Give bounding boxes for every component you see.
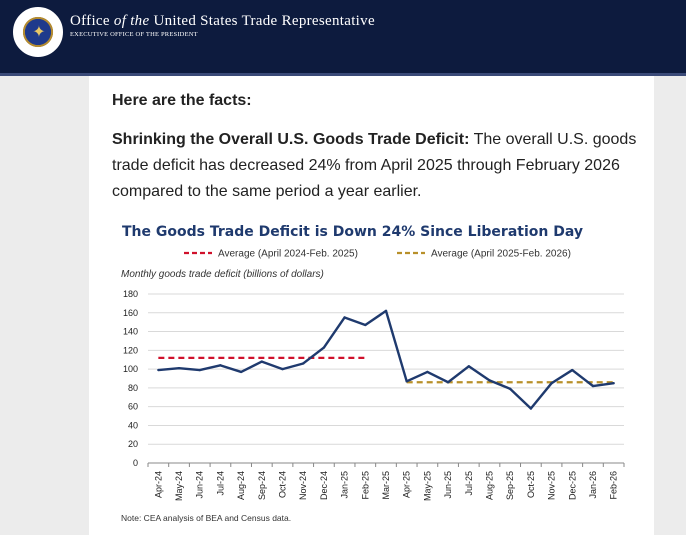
x-axis-ticks: Apr-24 May-24 Jun-24 Jul-24 Aug-24 Sep-24 Oct-… (147, 463, 625, 501)
x-tick-label: Dec-24 (319, 471, 329, 500)
chart-grid (148, 293, 624, 464)
data-point (571, 368, 574, 372)
data-point (426, 370, 429, 374)
office-title[interactable]: Office of the United States Trade Repres… (70, 13, 375, 30)
y-tick-label: 60 (128, 402, 138, 412)
data-point (364, 323, 367, 327)
data-point (612, 381, 615, 385)
data-point (446, 381, 450, 384)
x-tick-label: Jul-24 (215, 471, 225, 496)
x-tick-label: Sep-24 (257, 471, 267, 500)
y-tick-label: 20 (128, 439, 138, 449)
data-point (550, 381, 553, 385)
x-tick-label: Apr-25 (402, 471, 412, 498)
average-lines (158, 356, 614, 384)
chart-legend: Average (April 2024-Feb. 2025) Average (A… (184, 249, 571, 260)
deficit-line-chart: The Goods Trade Deficit is Down 24% Sinc… (121, 224, 625, 523)
chart-note: Note: CEA analysis of BEA and Census dat… (121, 513, 291, 523)
legend-label-1: Average (April 2024-Feb. 2025) (218, 249, 358, 260)
x-tick-label: Oct-25 (526, 471, 536, 498)
article-paragraph: Shrinking the Overall U.S. Goods Trade D… (112, 127, 642, 205)
presidential-seal-icon[interactable]: ✦ (13, 7, 63, 57)
y-axis-ticks: 0 20 40 60 80 100 120 140 160 180 (123, 289, 138, 468)
data-point (177, 366, 181, 370)
data-point (591, 384, 595, 388)
office-subtitle: EXECUTIVE OFFICE OF THE PRESIDENT (70, 31, 198, 38)
article-card (89, 76, 654, 535)
x-tick-label: Mar-25 (381, 471, 391, 500)
data-point (219, 364, 222, 367)
legend-label-2: Average (April 2025-Feb. 2026) (431, 249, 571, 260)
x-tick-label: Jun-25 (443, 471, 453, 499)
x-tick-label: Apr-24 (153, 471, 163, 498)
office-title-part2: United States Trade Representative (149, 13, 375, 29)
x-tick-label: Jan-26 (588, 471, 598, 499)
x-tick-label: Jan-25 (340, 471, 350, 499)
x-tick-label: Oct-24 (278, 471, 288, 498)
data-point (260, 360, 264, 363)
y-tick-label: 120 (123, 345, 138, 355)
x-tick-label: Sep-25 (505, 471, 515, 500)
office-title-part1: Office (70, 13, 114, 29)
x-tick-label: Jun-24 (195, 471, 205, 499)
x-tick-label: Nov-24 (298, 471, 308, 500)
y-tick-label: 180 (123, 289, 138, 299)
x-tick-label: Dec-25 (567, 471, 577, 500)
x-tick-label: Feb-26 (609, 471, 619, 500)
y-tick-label: 80 (128, 383, 138, 393)
facts-heading: Here are the facts: (112, 92, 252, 109)
eagle-icon: ✦ (32, 22, 46, 41)
x-tick-label: Feb-25 (360, 471, 370, 500)
series-line (158, 309, 614, 410)
data-point (343, 316, 346, 319)
x-tick-label: May-24 (174, 471, 184, 501)
x-tick-label: Aug-25 (484, 471, 494, 500)
data-point (508, 387, 512, 391)
y-tick-label: 100 (123, 364, 138, 374)
data-point (198, 368, 201, 372)
data-point (302, 362, 305, 365)
y-tick-label: 140 (123, 327, 138, 337)
x-tick-label: Aug-24 (236, 471, 246, 500)
y-tick-label: 0 (133, 458, 138, 468)
chart-title: The Goods Trade Deficit is Down 24% Sinc… (122, 224, 583, 240)
data-point (384, 309, 388, 313)
x-tick-label: May-25 (422, 471, 432, 501)
y-axis-label: Monthly goods trade deficit (billions of… (121, 269, 324, 280)
paragraph-lead: Shrinking the Overall U.S. Goods Trade D… (112, 131, 470, 148)
data-point (405, 380, 408, 383)
data-point (488, 379, 491, 382)
x-tick-label: Jul-25 (464, 471, 474, 496)
paragraph-body: The overall U.S. goods trade deficit has… (112, 131, 637, 200)
site-header: ✦ Office of the United States Trade Repr… (0, 0, 686, 76)
data-point (467, 365, 470, 368)
data-point (239, 370, 243, 374)
data-point (157, 368, 160, 372)
x-tick-label: Nov-25 (547, 471, 557, 500)
data-point (529, 407, 533, 410)
y-tick-label: 40 (128, 420, 138, 430)
data-point (322, 346, 326, 349)
data-point (281, 367, 284, 371)
office-title-of-the: of the (113, 13, 150, 29)
y-tick-label: 160 (123, 308, 138, 318)
chart-series (157, 309, 615, 410)
